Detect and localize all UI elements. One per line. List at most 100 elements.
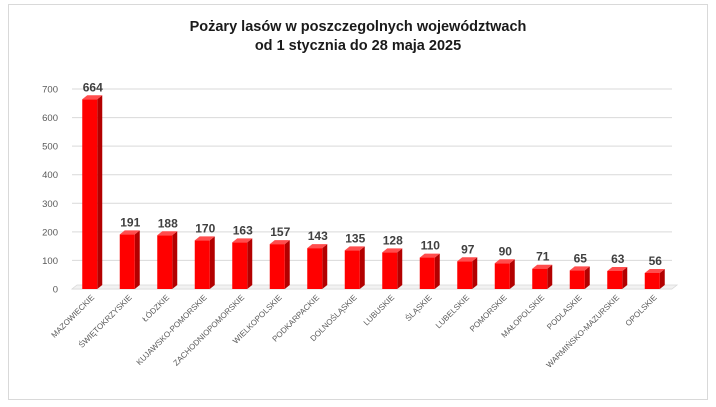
data-label: 65	[574, 251, 588, 265]
bar-top	[382, 248, 403, 253]
bar-side	[397, 248, 403, 289]
x-tick-label: OPOLSKIE	[624, 293, 659, 328]
bar-side	[134, 230, 140, 289]
bar-front	[269, 244, 285, 289]
bar-front	[494, 263, 510, 289]
bar-top	[232, 238, 253, 243]
bar-top	[419, 253, 440, 258]
bar	[457, 257, 478, 289]
bar-front	[457, 261, 473, 289]
x-tick-label: POMORSKIE	[468, 293, 509, 334]
bar-side	[172, 231, 178, 289]
bar	[194, 236, 215, 289]
chart-frame	[8, 4, 708, 400]
data-label: 188	[158, 216, 178, 230]
bar	[82, 95, 103, 290]
bar-front	[532, 268, 548, 289]
bar-side	[284, 240, 290, 289]
y-tick-label: 100	[42, 256, 58, 267]
data-label: 143	[308, 229, 328, 243]
bar-side	[247, 238, 253, 289]
bar-front	[157, 235, 173, 289]
x-tick-label: ŚLĄSKIE	[404, 293, 434, 323]
y-tick-label: 200	[42, 227, 58, 238]
bar-side	[209, 236, 215, 289]
bar	[307, 244, 328, 289]
data-label: 135	[345, 231, 365, 245]
bar	[569, 266, 590, 289]
bar	[607, 267, 628, 289]
bar-front	[644, 273, 660, 289]
bar-top	[307, 244, 328, 249]
x-tick-label: LUBELSKIE	[434, 293, 471, 330]
bar-top	[494, 259, 515, 264]
data-label: 71	[536, 250, 550, 264]
bar-side	[622, 267, 628, 289]
y-tick-label: 300	[42, 199, 58, 210]
data-label: 128	[383, 233, 403, 247]
bar-side	[434, 253, 440, 289]
bar-side	[547, 264, 553, 289]
bar	[344, 246, 365, 289]
bar	[644, 269, 665, 289]
y-tick-label: 400	[42, 170, 58, 181]
bar-side	[584, 266, 590, 289]
bar-top	[607, 267, 628, 271]
data-label: 97	[461, 242, 475, 256]
bar-front	[232, 242, 248, 289]
y-tick-label: 700	[42, 85, 58, 96]
chart-title-line-2: od 1 stycznia do 28 maja 2025	[254, 38, 462, 54]
bar	[269, 240, 290, 289]
bar	[532, 264, 553, 289]
x-tick-label: ŁÓDZKIE	[141, 293, 172, 324]
y-tick-label: 600	[42, 113, 58, 124]
bar-front	[607, 271, 623, 289]
bar-top	[119, 230, 140, 235]
bar-front	[569, 270, 585, 289]
bar-top	[457, 257, 478, 262]
bar-front	[82, 99, 98, 290]
y-tick-label: 500	[42, 142, 58, 153]
chart-title-line-1: Pożary lasów w poszczegolnych województw…	[189, 19, 527, 35]
data-label: 56	[649, 254, 663, 268]
data-label: 63	[611, 252, 625, 266]
x-tick-label: LUBUSKIE	[362, 293, 396, 327]
y-tick-label: 0	[53, 285, 58, 296]
bar-side	[97, 95, 103, 290]
bar-side	[322, 244, 328, 289]
data-label: 163	[233, 223, 253, 237]
bar	[119, 230, 140, 289]
bar	[382, 248, 403, 289]
bar	[494, 259, 515, 289]
bar-side	[659, 269, 665, 289]
bar-side	[359, 246, 365, 289]
bar-top	[532, 264, 553, 269]
bar-front	[382, 252, 398, 289]
bar-front	[419, 257, 435, 289]
bar-front	[307, 248, 323, 289]
x-tick-label: PODLASKIE	[545, 293, 583, 331]
bar-top	[194, 236, 215, 241]
data-label: 664	[83, 80, 103, 94]
bar-side	[472, 257, 478, 289]
bar-side	[509, 259, 515, 289]
bar-top	[569, 266, 590, 271]
bar-top	[269, 240, 290, 245]
x-tick-label: WARMIŃSKO-MAZURSKIE	[545, 293, 622, 370]
data-label: 110	[421, 239, 441, 253]
bar-top	[644, 269, 665, 273]
x-tick-label: KUJAWSKO-POMORSKIE	[135, 293, 209, 367]
bar-top	[82, 95, 103, 100]
chart-title: Pożary lasów w poszczegolnych województw…	[0, 18, 716, 56]
bar-top	[344, 246, 365, 251]
bar	[419, 253, 440, 289]
data-label: 191	[120, 215, 140, 229]
bar-top	[157, 231, 178, 236]
bar	[157, 231, 178, 289]
x-tick-label: ZACHODNIOPOMORSKIE	[172, 293, 247, 368]
data-label: 90	[499, 244, 513, 258]
bar-front	[194, 240, 210, 289]
bar-front	[344, 250, 360, 289]
data-label: 170	[195, 221, 215, 235]
